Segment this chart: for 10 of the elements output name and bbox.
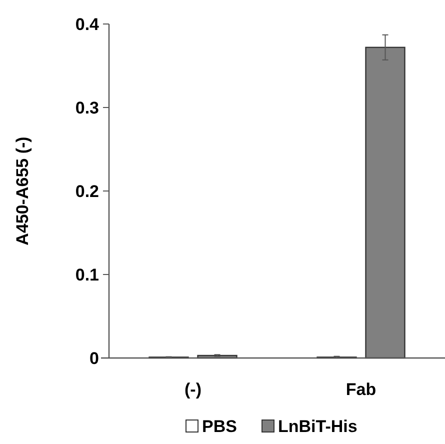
legend-label: LnBiT-His — [278, 417, 358, 436]
y-tick-label: 0.4 — [75, 14, 100, 34]
y-axis-title: A450-A655 (-) — [13, 136, 32, 246]
y-tick-label: 0.1 — [75, 265, 99, 284]
y-tick-label: 0.3 — [75, 98, 99, 118]
y-tick-label: 0 — [90, 348, 99, 368]
y-tick-label: 0.2 — [75, 182, 99, 201]
legend-label: PBS — [202, 417, 237, 436]
x-tick-label: Fab — [346, 380, 376, 399]
x-tick-label: (-) — [184, 380, 202, 399]
